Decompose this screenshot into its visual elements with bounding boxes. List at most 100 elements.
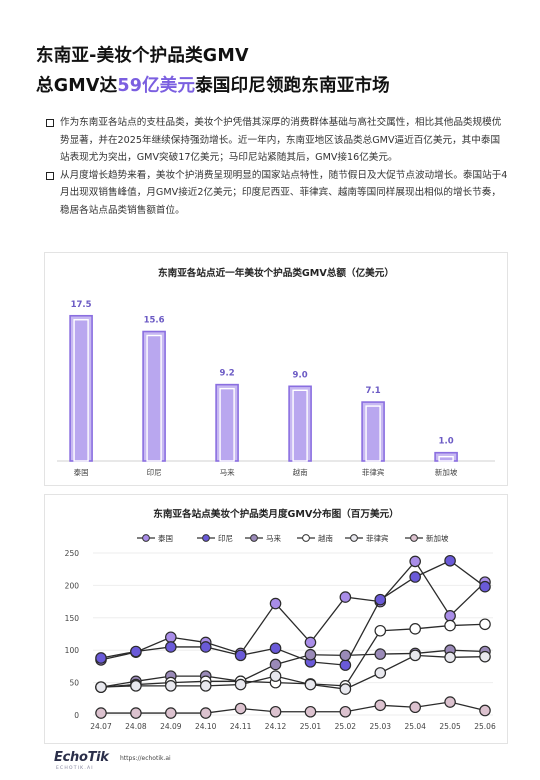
bullet-text: 从月度增长趋势来看，美妆个护消费呈现明显的国家站点特性，随节假日及大促节点波动增… (60, 169, 508, 216)
x-tick-label: 泰国 (74, 467, 89, 477)
bar-chart-panel: 东南亚各站点近一年美妆个护品类GMV总额（亿美元） 17.5 泰国 15.6 印尼 9.… (44, 252, 508, 486)
x-tick-label: 印尼 (147, 468, 162, 477)
legend-item: 马来 (245, 534, 281, 543)
echotik-logo-sub: ECHOTIK.AI (56, 766, 94, 771)
square-bullet-icon (46, 171, 54, 180)
page-title-line1: 东南亚-美妆个护品类GMV (36, 46, 249, 66)
x-tick-label: 25.06 (474, 722, 496, 731)
data-point (269, 642, 282, 655)
x-tick-label: 25.05 (439, 722, 461, 731)
data-point (374, 667, 387, 679)
y-tick-label: 200 (65, 581, 80, 590)
bar-value-label: 9.0 (293, 370, 308, 380)
x-tick-label: 菲律宾 (362, 467, 385, 477)
data-point (165, 707, 177, 719)
data-point (374, 699, 387, 712)
x-tick-label: 马来 (220, 468, 235, 477)
series-line (101, 701, 486, 714)
data-point (165, 641, 177, 653)
bar-value-label: 7.1 (366, 386, 381, 396)
x-tick-label: 24.09 (160, 722, 182, 731)
title-highlight: 59亿美元 (117, 76, 196, 96)
bar-inner (292, 389, 308, 462)
data-point (130, 645, 142, 658)
data-point (479, 580, 491, 593)
y-tick-label: 150 (65, 614, 80, 623)
y-tick-label: 50 (69, 679, 79, 688)
legend-label: 印尼 (218, 534, 233, 543)
line-chart: 泰国 印尼 马来 越南 菲律宾 新加坡 0 50 100 150 200 250 24.07 24.08 2… (65, 533, 496, 731)
series-line (100, 649, 486, 688)
legend-item: 越南 (297, 533, 333, 543)
x-tick-label: 24.10 (195, 722, 217, 731)
data-point (130, 680, 142, 692)
bar-group: 7.1 菲律宾 (361, 386, 385, 477)
data-point (95, 707, 107, 719)
y-tick-label: 100 (65, 646, 80, 655)
data-point (339, 659, 352, 671)
x-tick-label: 24.11 (230, 722, 252, 731)
data-point (479, 650, 491, 663)
legend-label: 泰国 (158, 533, 173, 543)
data-point (409, 649, 421, 662)
legend-label: 马来 (266, 534, 281, 543)
bar-chart: 17.5 泰国 15.6 印尼 9.2 马来 9.0 越南 7.1 菲律宾 1.0 新加坡 (57, 300, 495, 477)
data-point (374, 624, 387, 637)
x-tick-label: 24.08 (125, 722, 147, 731)
data-point (409, 701, 421, 714)
x-tick-label: 越南 (293, 467, 308, 477)
legend-item: 菲律宾 (345, 533, 389, 543)
data-point (234, 702, 247, 715)
x-tick-label: 25.02 (335, 722, 357, 731)
square-bullet-icon (46, 119, 54, 127)
data-point (444, 651, 456, 664)
bar-value-label: 1.0 (439, 437, 454, 447)
legend-label: 新加坡 (426, 533, 449, 543)
data-point (234, 649, 247, 662)
bullet-text: 作为东南亚各站点的支柱品类，美妆个护凭借其深厚的消费群体基础与高社交属性，相比其… (60, 117, 502, 164)
data-point (269, 705, 282, 718)
data-point (339, 591, 352, 603)
data-point (409, 623, 421, 635)
bar-value-label: 15.6 (144, 316, 165, 326)
page-title-line2: 总GMV达59亿美元泰国印尼领跑东南亚市场 (36, 72, 390, 97)
line-chart-title: 东南亚各站点美妆个护品类月度GMV分布图（百万美元） (153, 509, 399, 520)
data-point (409, 571, 421, 583)
bullet-list: 作为东南亚各站点的支柱品类，美妆个护凭借其深厚的消费群体基础与高社交属性，相比其… (46, 114, 508, 220)
data-point (409, 555, 421, 568)
legend-item: 泰国 (137, 533, 173, 543)
data-point (444, 554, 456, 567)
data-point (130, 707, 142, 719)
legend-marker (250, 534, 258, 542)
y-tick-label: 0 (74, 711, 79, 720)
echotik-logo: EchoTik (54, 750, 109, 765)
x-tick-label: 24.12 (265, 722, 287, 731)
legend-label: 越南 (318, 533, 333, 543)
data-point (339, 683, 352, 695)
series-line (100, 560, 486, 661)
data-point (165, 680, 177, 692)
bar-group: 9.2 马来 (215, 369, 239, 477)
data-point (199, 641, 212, 653)
bar-inner (438, 455, 454, 462)
bar-group: 1.0 新加坡 (434, 437, 458, 477)
data-point (234, 678, 247, 691)
data-point (165, 631, 177, 644)
bar-value-label: 9.2 (220, 369, 235, 379)
legend: 泰国 印尼 马来 越南 菲律宾 新加坡 (137, 533, 449, 543)
legend-item: 印尼 (197, 534, 233, 543)
data-point (444, 610, 456, 622)
bar-inner (146, 334, 162, 462)
y-tick-label: 250 (65, 549, 80, 558)
data-point (374, 648, 387, 660)
series (95, 554, 491, 671)
data-point (269, 670, 282, 682)
title-prefix: 总GMV达 (36, 76, 118, 96)
data-point (339, 705, 352, 718)
data-point (199, 680, 212, 692)
bar-group: 15.6 印尼 (142, 316, 166, 477)
data-point (269, 658, 282, 671)
bar-inner (365, 405, 381, 462)
legend-marker (142, 534, 150, 542)
